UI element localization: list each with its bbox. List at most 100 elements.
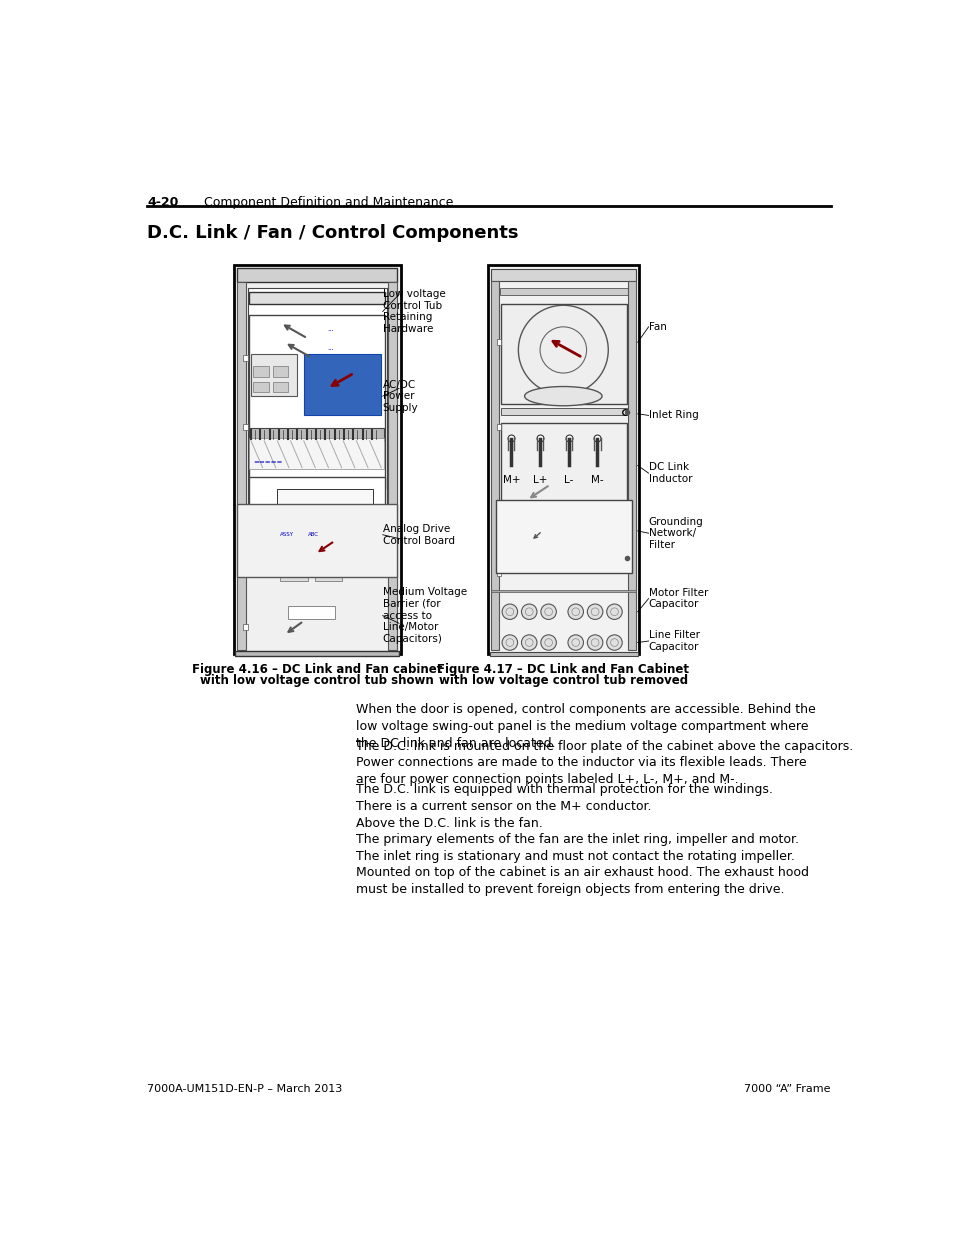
Bar [497, 340, 500, 346]
Text: There is a current sensor on the M+ conductor.: There is a current sensor on the M+ cond… [356, 800, 651, 813]
Circle shape [606, 604, 621, 620]
Bar [280, 548, 307, 562]
Circle shape [540, 635, 556, 651]
Bar [235, 651, 398, 656]
Bar [491, 280, 498, 651]
Bar [496, 500, 631, 573]
Circle shape [540, 604, 556, 620]
Bar [243, 509, 248, 515]
Bar [500, 515, 626, 550]
Text: 7000A-UM151D-EN-P – March 2013: 7000A-UM151D-EN-P – March 2013 [147, 1084, 342, 1094]
Text: Low voltage
Control Tub
Retaining
Hardware: Low voltage Control Tub Retaining Hardwa… [382, 289, 445, 333]
Circle shape [587, 635, 602, 651]
Text: AC/DC
Power
Supply: AC/DC Power Supply [382, 379, 418, 412]
Bar [249, 429, 383, 441]
Text: ...: ... [327, 326, 334, 332]
Bar [248, 288, 386, 566]
Bar [497, 509, 500, 515]
Bar [243, 624, 248, 630]
Bar [280, 567, 307, 580]
Text: Mounted on top of the cabinet is an air exhaust hood. The exhaust hood
must be i: Mounted on top of the cabinet is an air … [356, 866, 808, 897]
Bar [276, 489, 373, 558]
Text: 7000 “A” Frame: 7000 “A” Frame [743, 1084, 830, 1094]
Text: When the door is opened, control components are accessible. Behind the
low volta: When the door is opened, control compone… [356, 703, 816, 750]
Bar [236, 282, 246, 651]
Bar [273, 382, 288, 393]
Bar [273, 366, 288, 377]
Bar [500, 408, 626, 415]
Bar [236, 504, 397, 577]
Bar [280, 529, 307, 542]
Bar [499, 288, 627, 294]
Bar [243, 424, 248, 430]
Bar [249, 477, 385, 566]
Circle shape [606, 635, 621, 651]
Text: Grounding
Network/
Filter: Grounding Network/ Filter [648, 516, 702, 550]
Ellipse shape [524, 387, 601, 406]
Text: Analog Drive
Control Board: Analog Drive Control Board [382, 524, 455, 546]
Bar [327, 556, 350, 569]
Circle shape [587, 604, 602, 620]
Bar [488, 266, 639, 655]
Text: Component Definition and Maintenance: Component Definition and Maintenance [204, 196, 454, 209]
Text: Fan: Fan [648, 322, 666, 332]
Text: Medium Voltage
Barrier (for
access to
Line/Motor
Capacitors): Medium Voltage Barrier (for access to Li… [382, 588, 466, 643]
Bar [580, 526, 604, 542]
Circle shape [567, 635, 583, 651]
Circle shape [501, 604, 517, 620]
Text: DC Link
Inductor: DC Link Inductor [648, 462, 691, 484]
Text: with low voltage control tub shown: with low voltage control tub shown [200, 674, 434, 687]
Text: M-: M- [591, 474, 603, 484]
Text: Inlet Ring: Inlet Ring [648, 410, 698, 420]
Bar [388, 282, 397, 651]
Text: Power connections are made to the inductor via its flexible leads. There
are fou: Power connections are made to the induct… [356, 757, 806, 787]
Bar [249, 293, 385, 304]
Text: Figure 4.17 – DC Link and Fan Cabinet: Figure 4.17 – DC Link and Fan Cabinet [436, 663, 689, 677]
Bar [253, 366, 269, 377]
Text: Motor Filter
Capacitor: Motor Filter Capacitor [648, 588, 707, 609]
Text: The primary elements of the fan are the inlet ring, impeller and motor.: The primary elements of the fan are the … [356, 834, 799, 846]
Text: ABC: ABC [307, 532, 318, 537]
Bar [243, 354, 248, 361]
Bar [315, 548, 342, 562]
Text: The inlet ring is stationary and must not contact the rotating impeller.: The inlet ring is stationary and must no… [356, 850, 795, 863]
Circle shape [521, 635, 537, 651]
Bar [500, 304, 626, 404]
Text: ASSY: ASSY [280, 532, 294, 537]
Text: L+: L+ [533, 474, 547, 484]
Bar [491, 269, 636, 280]
Text: L-: L- [563, 474, 573, 484]
Bar [546, 526, 569, 542]
Bar [233, 266, 400, 655]
Circle shape [501, 635, 517, 651]
Bar [251, 353, 297, 396]
Bar [489, 652, 637, 656]
Bar [236, 268, 397, 282]
Text: Figure 4.16 – DC Link and Fan cabinet: Figure 4.16 – DC Link and Fan cabinet [192, 663, 441, 677]
Bar [249, 438, 383, 469]
Text: ...: ... [327, 345, 334, 351]
Bar [315, 529, 342, 542]
Bar [511, 526, 534, 542]
Bar [497, 424, 500, 430]
Text: Above the D.C. link is the fan.: Above the D.C. link is the fan. [356, 816, 542, 830]
Bar [491, 590, 636, 593]
Circle shape [521, 604, 537, 620]
Text: =====: ===== [253, 459, 282, 464]
Text: The D.C. link is mounted on the floor plate of the cabinet above the capacitors.: The D.C. link is mounted on the floor pl… [356, 740, 853, 753]
Bar [303, 353, 381, 415]
Bar [315, 567, 342, 580]
Bar [497, 571, 500, 577]
Text: 4-20: 4-20 [147, 196, 178, 209]
Bar [243, 571, 248, 577]
Text: The D.C. link is equipped with thermal protection for the windings.: The D.C. link is equipped with thermal p… [356, 783, 773, 797]
Text: with low voltage control tub removed: with low voltage control tub removed [438, 674, 687, 687]
Bar [288, 605, 335, 620]
Text: M+: M+ [502, 474, 519, 484]
Text: D.C. Link / Fan / Control Components: D.C. Link / Fan / Control Components [147, 224, 518, 242]
Bar [628, 280, 636, 651]
Bar [249, 315, 385, 489]
Bar [253, 382, 269, 393]
Bar [500, 424, 626, 504]
Text: Line Filter
Capacitor: Line Filter Capacitor [648, 630, 699, 652]
